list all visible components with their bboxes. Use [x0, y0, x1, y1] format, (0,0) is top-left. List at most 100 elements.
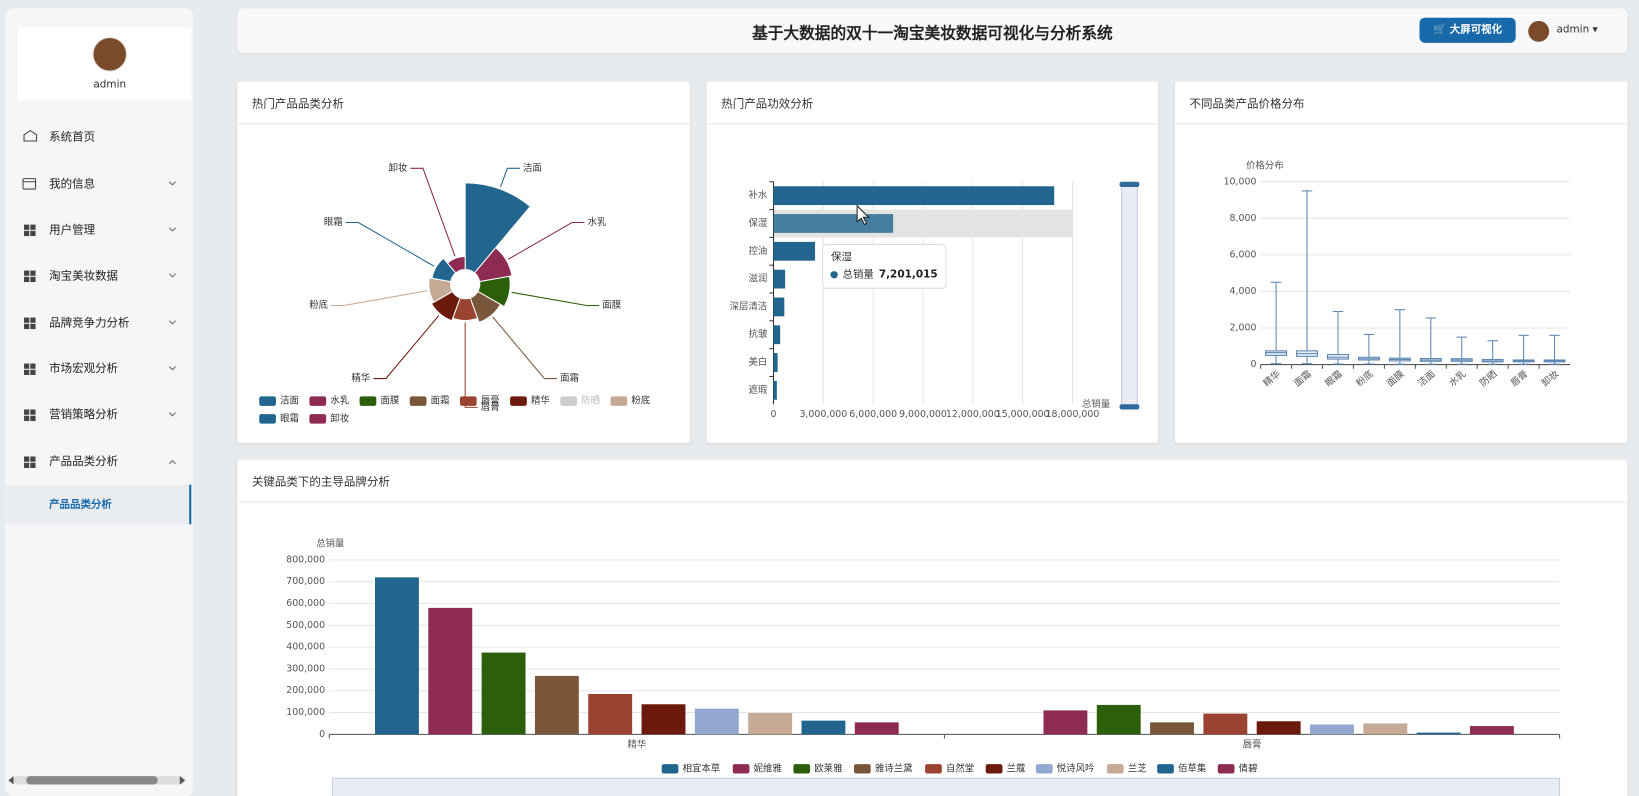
menu-item[interactable]: 淘宝美妆数据	[24, 268, 176, 282]
rose-slice[interactable]	[428, 277, 454, 303]
menu-item[interactable]: 系统首页	[23, 129, 95, 143]
rose-slice[interactable]	[430, 290, 461, 322]
legend-label[interactable]: 眼霜	[280, 413, 299, 424]
bar[interactable]	[1203, 713, 1248, 735]
legend-label[interactable]: 精华	[531, 395, 550, 407]
legend-label[interactable]: 唇膏	[481, 395, 500, 407]
menu-item[interactable]: 用户管理	[24, 222, 176, 236]
bar[interactable]	[748, 712, 793, 735]
bar[interactable]	[773, 380, 777, 400]
header-avatar[interactable]	[1528, 20, 1550, 42]
legend-label[interactable]: 洁面	[280, 395, 299, 407]
legend-label[interactable]: 佰草集	[1178, 762, 1207, 774]
rose-slice[interactable]	[477, 275, 511, 308]
grid-icon	[30, 317, 36, 323]
legend-label[interactable]: 相宜本草	[683, 762, 721, 774]
legend-label[interactable]: 雅诗兰黛	[875, 762, 913, 774]
card-title: 热门产品功效分析	[721, 97, 814, 111]
grid-icon	[30, 230, 36, 237]
zoom-handle[interactable]	[1119, 404, 1140, 410]
label-line	[511, 291, 600, 307]
scroll-thumb[interactable]	[26, 776, 158, 785]
rose-slice[interactable]	[469, 290, 502, 323]
button-label: 大屏可视化	[1449, 24, 1503, 36]
menu-label: 系统首页	[49, 129, 95, 143]
bar[interactable]	[773, 269, 786, 289]
bar[interactable]	[801, 720, 846, 735]
bar[interactable]	[773, 241, 816, 261]
divider	[237, 501, 1628, 503]
bar[interactable]	[1096, 704, 1141, 735]
menu-label: 品牌竞争力分析	[49, 315, 129, 329]
legend-swatch	[560, 396, 578, 406]
menu-item[interactable]: 产品品类分析	[24, 454, 176, 468]
bar[interactable]	[375, 577, 419, 735]
rose-slice[interactable]	[431, 257, 457, 283]
legend-label[interactable]: 面膜	[380, 396, 399, 407]
scroll-left[interactable]	[8, 776, 14, 785]
legend-label[interactable]: 兰蔻	[1007, 762, 1026, 774]
legend-label[interactable]: 卸妆	[330, 412, 349, 424]
menu-item[interactable]: 品牌竞争力分析	[24, 315, 176, 329]
bar[interactable]	[773, 297, 785, 317]
bar[interactable]	[773, 353, 778, 372]
submenu-label[interactable]: 产品品类分析	[49, 498, 112, 511]
bar[interactable]	[773, 186, 1055, 206]
scroll-right[interactable]	[179, 776, 186, 785]
grid-icon	[30, 456, 36, 462]
legend-label[interactable]: 欧莱雅	[814, 762, 842, 774]
legend-label[interactable]: 悦诗风吟	[1057, 762, 1095, 774]
rose-slice[interactable]	[446, 255, 466, 274]
bar[interactable]	[773, 214, 894, 233]
chevron	[168, 227, 176, 232]
rose-slice[interactable]	[473, 246, 513, 283]
legend-label[interactable]: 妮维雅	[754, 762, 782, 774]
submenu-active-bg	[5, 484, 192, 525]
y-tick-label: 美白	[748, 356, 767, 368]
user-name: admin	[93, 79, 126, 91]
chevron	[168, 320, 176, 325]
menu-item[interactable]: 我的信息	[22, 176, 176, 190]
bar[interactable]	[694, 708, 739, 735]
bar[interactable]	[641, 704, 686, 735]
legend-label[interactable]: 防晒	[581, 395, 600, 407]
bar[interactable]	[588, 694, 633, 735]
bar[interactable]	[854, 722, 899, 735]
legend-swatch	[985, 764, 1003, 774]
zoom-slider[interactable]	[1121, 183, 1138, 408]
x-tick-label: 12,000,000	[946, 409, 1000, 420]
bar[interactable]	[481, 652, 526, 735]
legend-swatch	[732, 764, 750, 774]
slice-label: 面膜	[602, 300, 621, 311]
label-line	[507, 221, 585, 260]
zoom-handle[interactable]	[1119, 181, 1140, 187]
zoom-slider[interactable]	[331, 777, 1561, 796]
bar[interactable]	[1416, 732, 1461, 735]
legend-label[interactable]: 水乳	[330, 395, 349, 407]
bar[interactable]	[1310, 724, 1354, 735]
bar[interactable]	[428, 607, 473, 735]
bar[interactable]	[773, 325, 781, 345]
legend-label[interactable]: 自然堂	[946, 762, 974, 774]
bar[interactable]	[534, 675, 579, 735]
legend-label[interactable]: 面霜	[431, 396, 450, 407]
bar[interactable]	[1469, 726, 1514, 735]
legend-label[interactable]: 倩碧	[1239, 762, 1258, 774]
bar[interactable]	[1150, 722, 1194, 735]
y-axis-name: 价格分布	[1246, 160, 1284, 172]
grid-icon	[24, 456, 30, 462]
menu-item[interactable]: 市场宏观分析	[24, 361, 176, 375]
menu-item[interactable]: 营销策略分析	[24, 407, 176, 421]
legend-swatch	[854, 764, 871, 774]
tooltip	[822, 243, 947, 289]
bar[interactable]	[1256, 721, 1301, 735]
big-screen-button[interactable]: 🛒 大屏可视化	[1419, 17, 1516, 43]
legend-label[interactable]: 粉底	[631, 395, 650, 407]
rose-slice[interactable]	[464, 182, 532, 274]
bar[interactable]	[1363, 723, 1408, 735]
header-user[interactable]: admin ▾	[1556, 24, 1598, 36]
legend-label[interactable]: 兰芝	[1128, 762, 1147, 774]
slice-label: 精华	[351, 372, 370, 384]
bar[interactable]	[1043, 710, 1088, 735]
